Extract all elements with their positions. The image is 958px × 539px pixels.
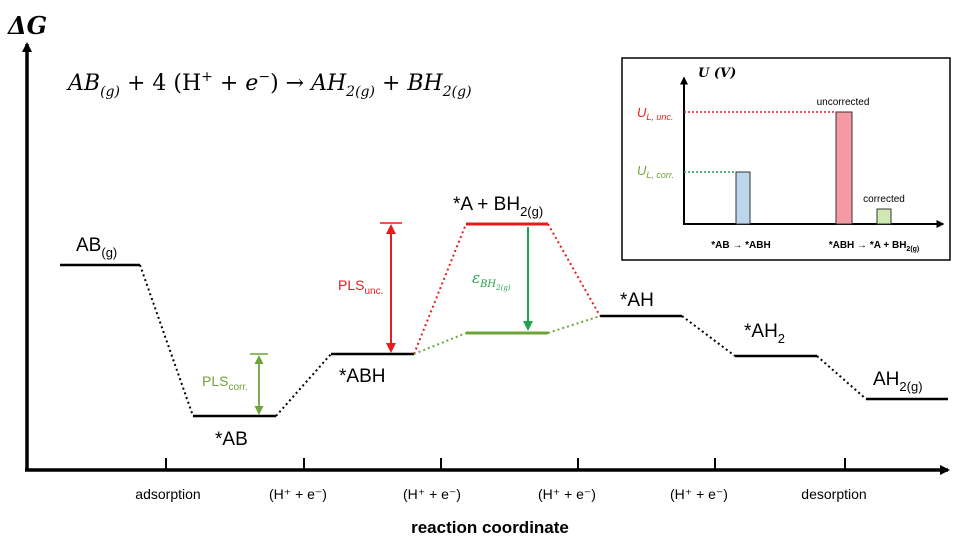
label-ah2-g: AH2(g)	[873, 369, 923, 394]
x-tick-label: (H⁺ + e⁻)	[670, 486, 728, 502]
green-connector	[547, 315, 601, 334]
bar-star-ab-to-star-abh	[735, 171, 751, 225]
y-axis-label: ΔG	[7, 11, 47, 40]
corrected-label: corrected	[863, 194, 905, 205]
pls-unc-label: PLSunc.	[338, 277, 383, 297]
label-star-a-bh2: *A + BH2(g)	[453, 194, 543, 219]
inset-category-1: *AB → *ABH	[711, 240, 770, 251]
ul-corr-label: UL, corr.	[637, 163, 674, 180]
label-star-ab: *AB	[215, 429, 248, 450]
x-tick-label: (H⁺ + e⁻)	[269, 486, 327, 502]
x-tick-label: (H⁺ + e⁻)	[403, 486, 461, 502]
inset-category-2: *ABH → *A + BH2(g)	[829, 240, 920, 253]
x-tick-label: (H⁺ + e⁻)	[538, 486, 596, 502]
red-connector	[413, 223, 467, 355]
connector	[681, 315, 736, 357]
red-connector	[547, 223, 601, 317]
green-connector	[413, 332, 467, 355]
bar-uncorrected	[835, 111, 853, 225]
label-ab-g: AB(g)	[76, 235, 117, 260]
connector	[275, 353, 332, 417]
ul-unc-label: UL, unc.	[637, 105, 673, 122]
x-axis-label: reaction coordinate	[411, 518, 569, 537]
connector	[139, 264, 194, 417]
bar-corrected	[876, 208, 892, 225]
uncorrected-label: uncorrected	[817, 97, 870, 108]
x-tick-label: desorption	[801, 486, 866, 502]
connector	[816, 355, 867, 400]
x-tick-label: adsorption	[135, 486, 200, 502]
label-star-ah: *AH	[620, 290, 654, 311]
label-star-abh: *ABH	[339, 366, 385, 387]
x-tick-marks	[165, 458, 846, 470]
label-star-ah2: *AH2	[744, 321, 785, 346]
inset-panel: U (V) UL, unc. UL, corr. uncorrected cor…	[621, 57, 951, 261]
inset-frame	[621, 57, 951, 261]
pls-corr-label: PLScorr.	[202, 373, 248, 393]
epsilon-label: εBH2(g)	[472, 269, 511, 292]
inset-y-label: U (V)	[698, 66, 736, 81]
reaction-equation: AB(g) + 4 (H+ + e−) → AH2(g) + BH2(g)	[66, 69, 472, 100]
